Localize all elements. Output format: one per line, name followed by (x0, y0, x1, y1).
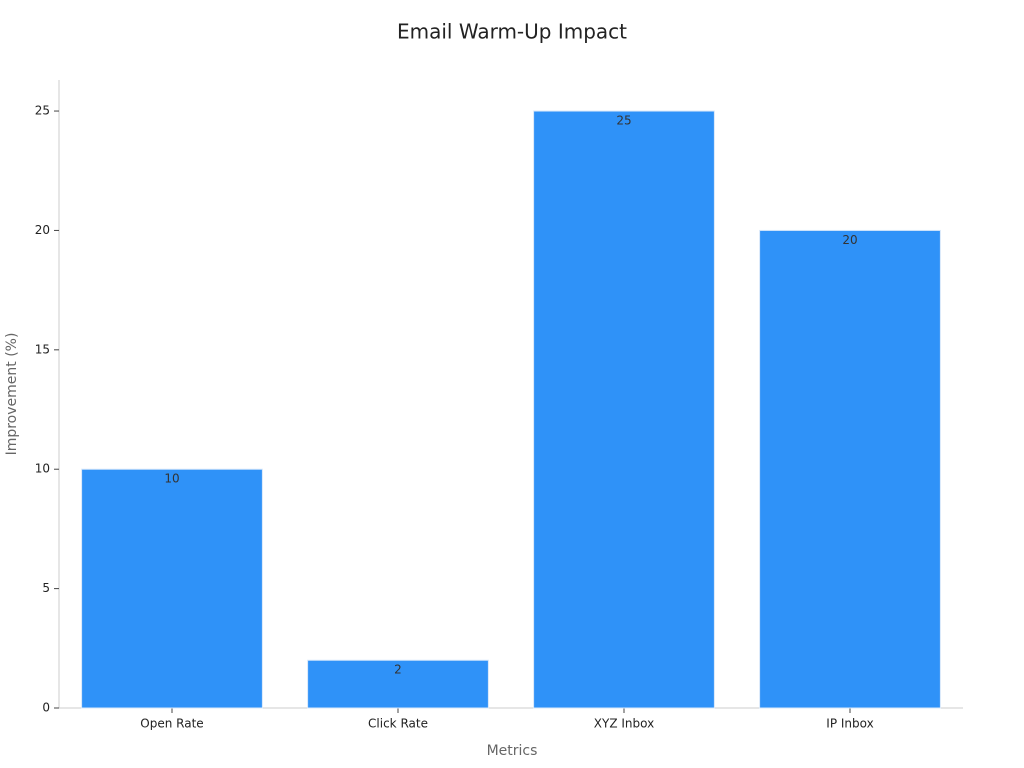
x-tick-label: XYZ Inbox (594, 717, 654, 731)
y-tick-label: 20 (35, 223, 50, 237)
y-tick-label: 25 (35, 104, 50, 118)
bar (81, 468, 263, 709)
data-label: 2 (394, 663, 402, 677)
bar (759, 229, 941, 709)
bar (533, 110, 715, 709)
y-tick-label: 5 (42, 581, 50, 595)
x-axis-label: Metrics (487, 743, 538, 759)
chart-title: Email Warm-Up Impact (397, 20, 627, 44)
x-tick-label: Click Rate (368, 717, 428, 731)
y-tick-label: 0 (42, 701, 50, 715)
data-label: 10 (164, 472, 179, 486)
bar (307, 659, 489, 709)
x-tick-label: IP Inbox (826, 717, 873, 731)
y-axis-label: Improvement (%) (4, 333, 20, 456)
x-tick-label: Open Rate (140, 717, 203, 731)
y-tick-label: 10 (35, 462, 50, 476)
data-label: 25 (616, 114, 631, 128)
data-label: 20 (842, 233, 857, 247)
y-tick-label: 15 (35, 342, 50, 356)
